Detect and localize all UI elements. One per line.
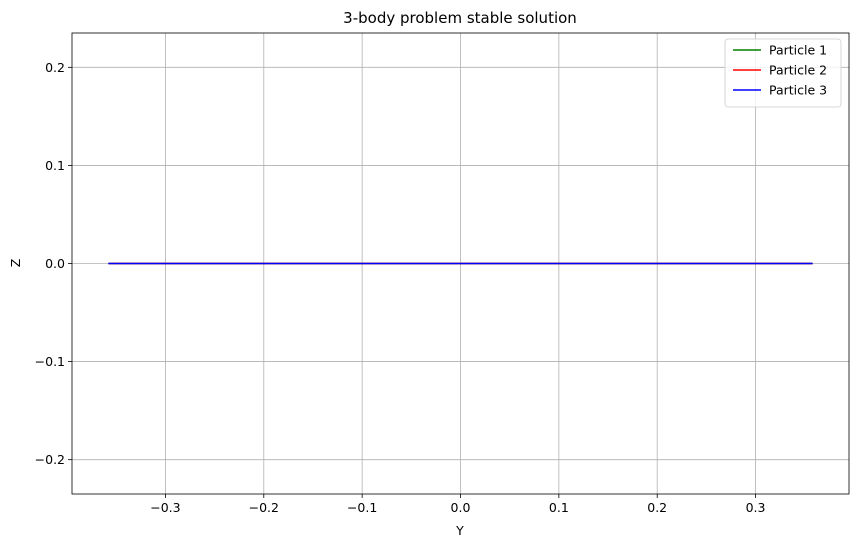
x-axis-label: Y: [455, 523, 464, 538]
x-tick-label: −0.2: [249, 500, 279, 515]
legend-label: Particle 1: [769, 43, 827, 58]
x-tick-label: 0.3: [746, 500, 766, 515]
legend-label: Particle 3: [769, 83, 827, 98]
x-tick-label: −0.1: [347, 500, 377, 515]
y-tick-label: −0.1: [35, 354, 65, 369]
x-tick-label: 0.1: [549, 500, 569, 515]
y-axis-label: Z: [8, 259, 23, 268]
legend-label: Particle 2: [769, 63, 827, 78]
y-tick-label: 0.2: [45, 60, 65, 75]
legend: Particle 1 Particle 2 Particle 3: [724, 38, 842, 108]
x-tick-label: −0.3: [150, 500, 180, 515]
y-tick-label: 0.0: [45, 256, 65, 271]
x-tick-label: 0.0: [451, 500, 471, 515]
y-tick-label: −0.2: [35, 452, 65, 467]
chart-title: 3-body problem stable solution: [343, 9, 577, 27]
y-tick-label: 0.1: [45, 158, 65, 173]
ticks: −0.3 −0.2 −0.1 0.0 0.1 0.2 0.3 −0.2 −0.1 0.0 0.1 0.…: [35, 60, 766, 515]
x-tick-label: 0.2: [647, 500, 667, 515]
